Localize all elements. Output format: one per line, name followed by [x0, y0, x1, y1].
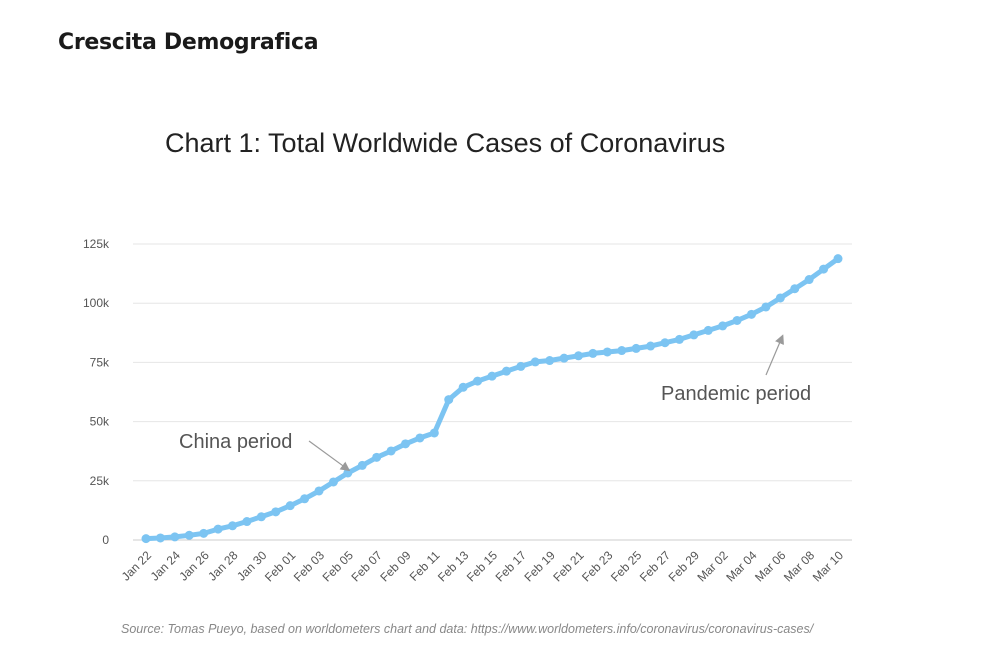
data-point [155, 533, 165, 543]
data-point [386, 446, 396, 456]
gridlines [133, 243, 852, 541]
data-point [703, 325, 713, 335]
y-tick-label: 100k [83, 296, 110, 310]
data-point [660, 338, 670, 348]
data-point [228, 521, 237, 531]
annotation-arrow-pandemic [765, 334, 784, 376]
x-tick-label: Feb 27 [637, 548, 674, 585]
annotation-arrow-china [308, 440, 351, 472]
data-point [775, 293, 785, 303]
data-point [271, 507, 281, 517]
data-point [545, 356, 555, 366]
x-tick-label: Feb 19 [521, 548, 558, 585]
source-note: Source: Tomas Pueyo, based on worldomete… [121, 622, 814, 636]
x-tick-label: Jan 28 [205, 548, 241, 584]
data-point [372, 452, 382, 462]
annotation-china-period: China period [179, 431, 292, 453]
data-point [646, 341, 656, 351]
data-point [473, 376, 483, 386]
data-point [674, 334, 684, 344]
data-point [199, 528, 209, 538]
x-tick-label: Feb 23 [579, 548, 616, 585]
series-layer [141, 254, 843, 544]
data-point [184, 530, 194, 540]
data-point [328, 477, 338, 487]
x-tick-label: Feb 07 [348, 548, 385, 585]
y-tick-label: 50k [90, 415, 110, 429]
data-point [833, 254, 843, 264]
data-point [314, 486, 324, 496]
data-point [530, 357, 540, 367]
data-point [747, 309, 756, 319]
data-point [242, 517, 252, 527]
data-point [574, 351, 583, 361]
data-point [732, 315, 742, 325]
data-point [689, 330, 699, 340]
data-point [617, 346, 627, 356]
data-point [790, 284, 800, 294]
x-tick-label: Feb 21 [550, 548, 587, 585]
y-axis-ticks: 0 25k 50k 75k 100k 125k [83, 237, 110, 547]
data-point [602, 347, 612, 357]
annotations: China period Pandemic period [179, 334, 811, 472]
x-tick-label: Mar 02 [694, 548, 731, 585]
data-point [141, 534, 151, 544]
y-tick-label: 75k [90, 355, 110, 369]
data-point [444, 395, 454, 405]
x-tick-label: Feb 25 [608, 548, 645, 585]
x-tick-label: Feb 01 [262, 548, 299, 585]
data-point [285, 501, 295, 511]
chart-title: Chart 1: Total Worldwide Cases of Corona… [165, 128, 726, 158]
data-point [501, 366, 511, 376]
x-tick-label: Mar 04 [723, 548, 760, 585]
x-tick-label: Feb 05 [320, 548, 357, 585]
x-tick-label: Feb 15 [464, 548, 501, 585]
y-tick-label: 25k [90, 474, 110, 488]
data-point [170, 532, 180, 542]
data-point [631, 343, 641, 353]
data-point [804, 275, 814, 285]
data-point [300, 494, 310, 504]
x-tick-label: Feb 11 [407, 548, 443, 584]
data-point [588, 348, 598, 358]
x-tick-label: Mar 10 [810, 548, 847, 585]
data-point [429, 428, 439, 438]
y-tick-label: 0 [102, 533, 109, 547]
annotation-pandemic-period: Pandemic period [661, 383, 811, 405]
x-tick-label: Feb 29 [666, 548, 703, 585]
data-point [487, 371, 497, 381]
x-tick-label: Feb 03 [291, 548, 328, 585]
data-point [213, 524, 223, 534]
y-tick-label: 125k [83, 237, 110, 251]
x-tick-label: Feb 09 [377, 548, 414, 585]
data-point [761, 302, 771, 312]
x-tick-label: Jan 24 [148, 548, 184, 584]
x-tick-label: Mar 08 [781, 548, 818, 585]
data-point [516, 361, 526, 371]
x-tick-label: Jan 26 [176, 548, 212, 584]
data-point [401, 439, 410, 449]
x-tick-label: Feb 17 [493, 548, 530, 585]
data-point [415, 433, 425, 443]
data-point [458, 382, 468, 392]
data-point [559, 353, 569, 363]
data-point [819, 264, 829, 274]
data-point [256, 512, 266, 522]
x-tick-label: Jan 22 [119, 548, 155, 584]
data-point [718, 321, 728, 331]
x-tick-label: Feb 13 [435, 548, 472, 585]
x-tick-label: Mar 06 [752, 548, 789, 585]
page-heading: Crescita Demografica [58, 30, 319, 55]
data-point [357, 460, 367, 470]
